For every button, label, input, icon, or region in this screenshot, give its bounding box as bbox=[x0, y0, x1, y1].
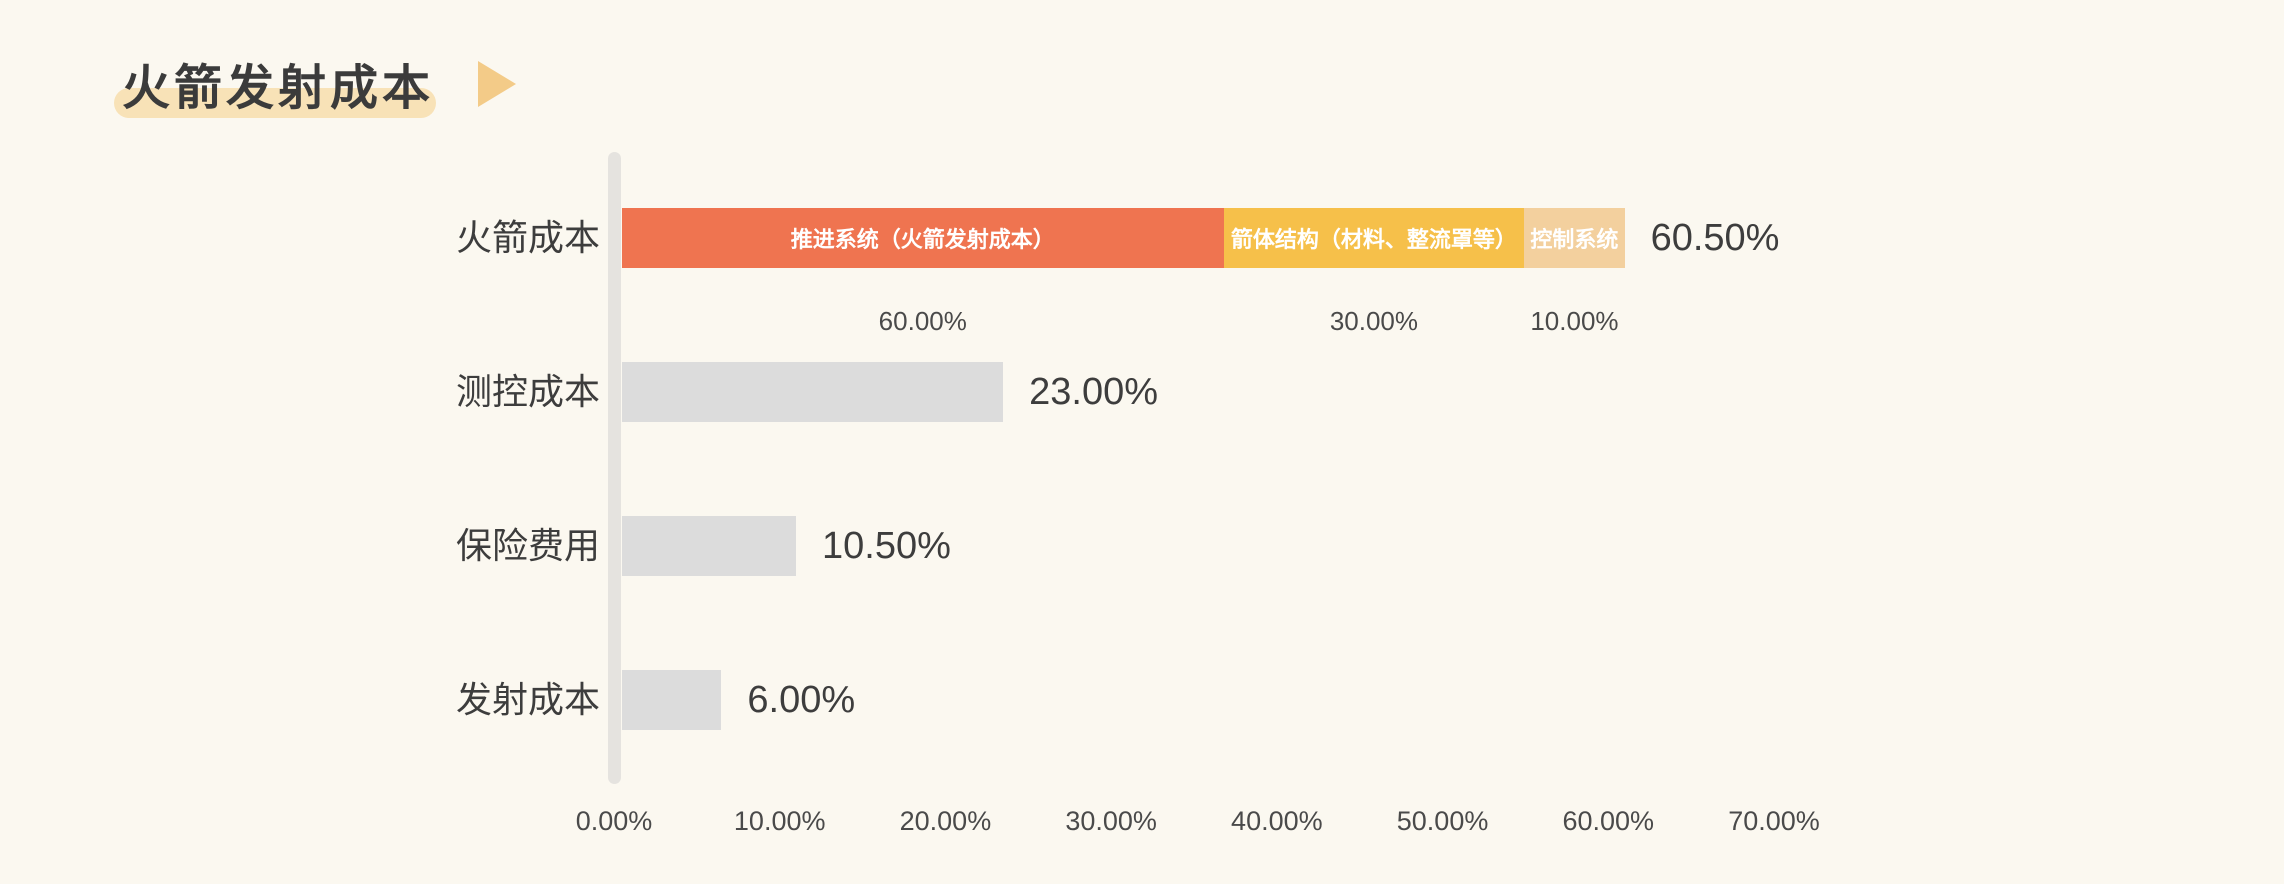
bar-value-label: 6.00% bbox=[747, 679, 856, 721]
x-axis-tick-label: 50.00% bbox=[1396, 806, 1489, 836]
category-label: 测控成本 bbox=[455, 371, 600, 412]
segment-value-label: 10.00% bbox=[1530, 306, 1619, 336]
bar bbox=[622, 670, 722, 730]
page-title: 火箭发射成本 bbox=[122, 62, 435, 115]
segment-value-label: 60.00% bbox=[878, 306, 967, 336]
category-label: 发射成本 bbox=[455, 679, 600, 720]
segment-value-label: 30.00% bbox=[1329, 306, 1419, 336]
bar-value-label: 10.50% bbox=[822, 525, 951, 567]
stacked-bar: 推进系统（火箭发射成本） 箭体结构（材料、整流罩等） 控制系统 bbox=[622, 208, 1625, 268]
segment-label: 推进系统（火箭发射成本） bbox=[790, 227, 1055, 252]
bar-segment: 推进系统（火箭发射成本） bbox=[622, 208, 1224, 268]
x-axis-tick-label: 40.00% bbox=[1231, 806, 1323, 836]
bar-segment: 箭体结构（材料、整流罩等） bbox=[1223, 208, 1525, 268]
title-highlight bbox=[114, 88, 436, 118]
right-triangle-icon bbox=[478, 61, 516, 107]
bar-value-label: 23.00% bbox=[1029, 371, 1159, 413]
category-label: 火箭成本 bbox=[455, 217, 600, 258]
x-axis-tick-label: 0.00% bbox=[575, 806, 653, 836]
x-axis-tick-label: 60.00% bbox=[1562, 806, 1655, 836]
bar-segment: 控制系统 bbox=[1524, 208, 1625, 268]
bar-value-label: 60.50% bbox=[1650, 217, 1780, 259]
x-axis-tick-label: 20.00% bbox=[899, 806, 992, 836]
x-axis-tick-label: 70.00% bbox=[1728, 806, 1820, 836]
y-axis-line bbox=[608, 152, 621, 784]
segment-label: 箭体结构（材料、整流罩等） bbox=[1230, 227, 1517, 252]
x-axis-tick-label: 30.00% bbox=[1065, 806, 1157, 836]
category-label: 保险费用 bbox=[455, 525, 600, 566]
segment-label: 控制系统 bbox=[1530, 227, 1619, 252]
x-axis-tick-label: 10.00% bbox=[733, 806, 826, 836]
bar bbox=[622, 362, 1004, 422]
bar bbox=[622, 516, 796, 576]
